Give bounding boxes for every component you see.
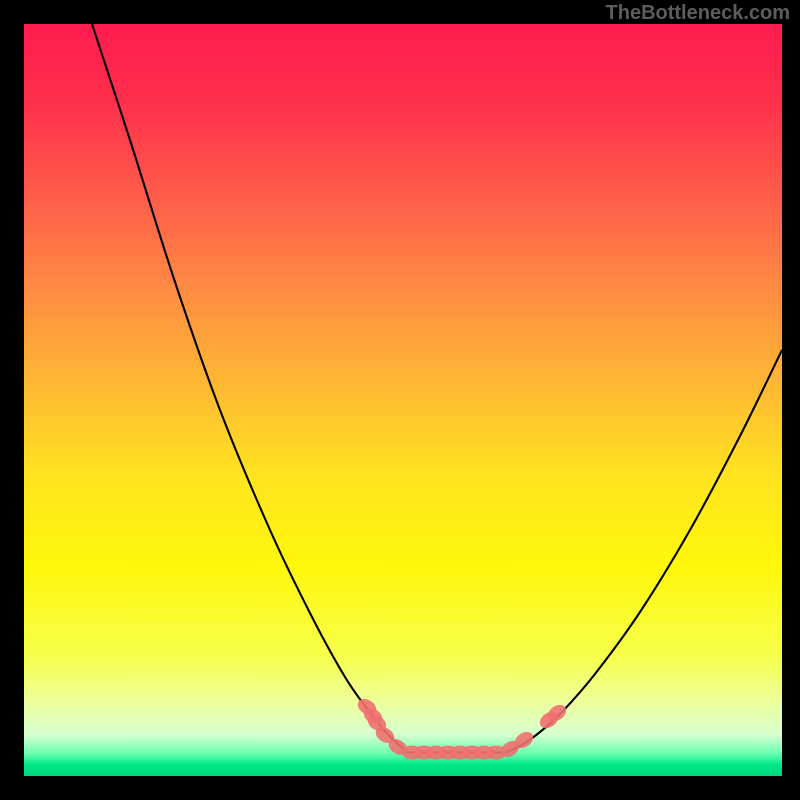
plot-background-gradient [24, 24, 782, 776]
watermark-text: TheBottleneck.com [606, 2, 790, 25]
chart-canvas: TheBottleneck.com [0, 0, 800, 800]
bottleneck-curve-chart [0, 0, 800, 800]
